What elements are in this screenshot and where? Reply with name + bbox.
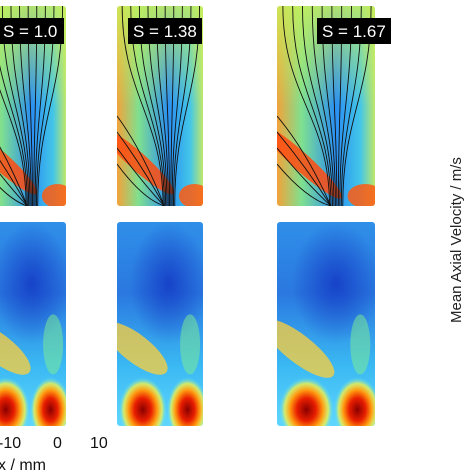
jet-band-right <box>41 184 66 206</box>
panel-label-s3: S = 1.67 <box>317 18 391 44</box>
hot-spot <box>29 377 66 426</box>
jet-band <box>117 129 175 195</box>
x-tick-label: -10 <box>0 435 21 452</box>
streamline <box>0 6 27 206</box>
panel-mean-axial-velocity-3 <box>277 222 375 426</box>
panel-label-s2: S = 1.38 <box>128 18 202 44</box>
streamline <box>117 147 165 206</box>
panel-mean-axial-velocity-2 <box>117 222 203 426</box>
x-axis-label: x / mm <box>0 457 46 474</box>
x-tick-label: 10 <box>90 435 108 452</box>
streamline <box>0 131 28 206</box>
streamline <box>0 6 28 206</box>
streamline <box>121 6 164 206</box>
streamline <box>277 131 332 206</box>
panel-label-s3-text: S = 1.67 <box>322 22 386 41</box>
hot-spot <box>278 377 334 426</box>
jet-band <box>0 129 38 195</box>
hot-spot <box>118 377 167 426</box>
jet-band-right <box>350 314 371 375</box>
hot-spot <box>166 377 203 426</box>
jet-band <box>117 322 168 375</box>
jet-band-right <box>180 314 201 375</box>
jet-band-right <box>43 314 64 375</box>
streamline <box>302 6 333 206</box>
streamline <box>282 6 330 206</box>
streamline <box>0 147 28 206</box>
streamline <box>311 6 335 206</box>
low-velocity-core <box>0 222 66 345</box>
colorbar-label: Mean Axial Velocity / m/s <box>448 157 465 323</box>
x-tick-label: 0 <box>53 435 62 452</box>
jet-band-right <box>347 184 375 206</box>
streamline <box>277 163 332 206</box>
jet-band <box>277 319 335 378</box>
streamline <box>117 163 165 206</box>
panel-mean-axial-velocity-1 <box>0 222 66 426</box>
low-velocity-core <box>291 222 375 345</box>
streamline <box>117 115 165 206</box>
panel-label-s2-text: S = 1.38 <box>133 22 197 41</box>
panel-label-s1: S = 1.0 <box>0 18 64 44</box>
panel-label-s1-text: S = 1.0 <box>3 22 57 41</box>
streamline <box>117 131 165 206</box>
streamline <box>277 147 332 206</box>
streamline <box>0 163 28 206</box>
jet-band <box>277 125 343 199</box>
low-velocity-core <box>129 222 203 345</box>
streamline <box>277 115 332 206</box>
hot-spot <box>333 377 375 426</box>
streamline <box>292 6 332 206</box>
jet-band-right <box>178 184 203 206</box>
jet-band <box>0 322 31 375</box>
hot-spot <box>0 377 30 426</box>
streamline <box>0 115 28 206</box>
